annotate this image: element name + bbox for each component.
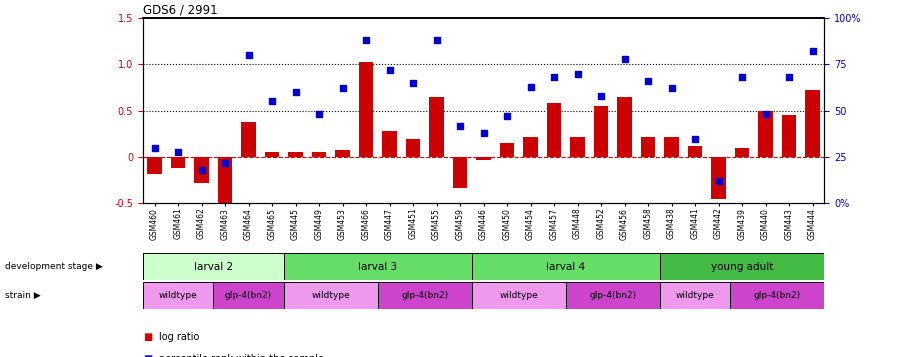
Point: [429, 37, 444, 43]
Bar: [214, 282, 284, 309]
Point: [594, 93, 609, 99]
Bar: [641, 137, 655, 157]
Text: wildtype: wildtype: [311, 291, 350, 300]
Point: [358, 37, 373, 43]
Bar: [218, 157, 232, 208]
Bar: [476, 157, 491, 160]
Text: development stage ▶: development stage ▶: [5, 262, 102, 271]
Point: [735, 74, 750, 80]
Point: [405, 80, 420, 86]
Text: larval 3: larval 3: [358, 262, 397, 272]
Bar: [659, 253, 824, 280]
Point: [382, 67, 397, 73]
Bar: [241, 122, 255, 157]
Text: glp-4(bn2): glp-4(bn2): [402, 291, 449, 300]
Bar: [472, 253, 659, 280]
Bar: [659, 282, 730, 309]
Text: percentile rank within the sample: percentile rank within the sample: [159, 354, 324, 357]
Bar: [453, 157, 467, 188]
Bar: [194, 157, 208, 183]
Point: [264, 99, 279, 104]
Point: [523, 84, 538, 89]
Bar: [730, 282, 824, 309]
Bar: [147, 157, 161, 174]
Text: larval 2: larval 2: [193, 262, 233, 272]
Point: [288, 89, 303, 95]
Bar: [378, 282, 472, 309]
Text: larval 4: larval 4: [546, 262, 586, 272]
Point: [217, 160, 232, 166]
Text: wildtype: wildtype: [158, 291, 197, 300]
Bar: [359, 62, 373, 157]
Bar: [265, 152, 279, 157]
Bar: [429, 97, 444, 157]
Text: glp-4(bn2): glp-4(bn2): [589, 291, 636, 300]
Point: [641, 78, 656, 84]
Text: log ratio: log ratio: [159, 332, 200, 342]
Bar: [594, 106, 608, 157]
Bar: [664, 137, 679, 157]
Point: [711, 178, 726, 184]
Bar: [759, 111, 773, 157]
Point: [500, 114, 515, 119]
Bar: [712, 157, 726, 199]
Point: [170, 149, 185, 154]
Point: [664, 86, 679, 91]
Bar: [171, 157, 185, 168]
Text: ■: ■: [143, 354, 152, 357]
Text: strain ▶: strain ▶: [5, 291, 41, 300]
Point: [452, 123, 467, 129]
Point: [476, 130, 491, 136]
Point: [617, 56, 632, 61]
Bar: [806, 90, 820, 157]
Bar: [284, 282, 378, 309]
Bar: [472, 282, 565, 309]
Bar: [570, 137, 585, 157]
Bar: [284, 253, 472, 280]
Bar: [782, 115, 796, 157]
Bar: [500, 143, 514, 157]
Bar: [288, 152, 303, 157]
Point: [194, 167, 209, 173]
Text: wildtype: wildtype: [499, 291, 538, 300]
Bar: [382, 131, 397, 157]
Bar: [143, 253, 284, 280]
Point: [570, 71, 585, 76]
Point: [805, 49, 820, 54]
Point: [147, 145, 162, 151]
Text: wildtype: wildtype: [676, 291, 715, 300]
Text: young adult: young adult: [711, 262, 774, 272]
Point: [241, 52, 256, 58]
Bar: [688, 146, 702, 157]
Point: [688, 136, 703, 141]
Text: ■: ■: [143, 332, 152, 342]
Point: [758, 111, 773, 117]
Point: [547, 74, 562, 80]
Text: glp-4(bn2): glp-4(bn2): [225, 291, 272, 300]
Bar: [565, 282, 659, 309]
Bar: [335, 150, 350, 157]
Text: GDS6 / 2991: GDS6 / 2991: [143, 4, 217, 17]
Bar: [547, 103, 561, 157]
Bar: [143, 282, 214, 309]
Point: [335, 86, 350, 91]
Bar: [523, 137, 538, 157]
Text: glp-4(bn2): glp-4(bn2): [753, 291, 801, 300]
Bar: [406, 139, 420, 157]
Bar: [312, 152, 326, 157]
Bar: [735, 148, 749, 157]
Point: [311, 111, 326, 117]
Point: [782, 74, 797, 80]
Bar: [617, 97, 632, 157]
